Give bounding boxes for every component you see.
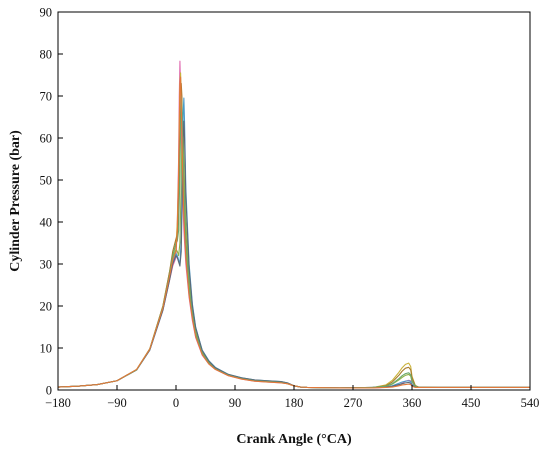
series-line-5	[58, 97, 530, 389]
y-tick-label: 20	[40, 300, 53, 314]
y-tick-label: 30	[40, 258, 53, 272]
x-tick-label: −180	[45, 396, 71, 410]
x-tick-label: 360	[403, 396, 422, 410]
x-axis-title: Crank Angle (°CA)	[236, 432, 352, 447]
series-line-8	[58, 76, 530, 389]
y-tick-label: 40	[40, 216, 53, 230]
series-line-6	[58, 120, 530, 389]
series-line-1	[58, 60, 530, 389]
series-layer	[58, 60, 530, 389]
x-tick-label: 0	[173, 396, 179, 410]
x-tick-label: 540	[521, 396, 540, 410]
y-tick-label: 10	[40, 342, 53, 356]
y-tick-label: 50	[40, 174, 53, 188]
series-line-4	[58, 112, 530, 389]
y-tick-label: 80	[40, 48, 53, 62]
x-tick-label: 180	[285, 396, 304, 410]
y-tick-label: 90	[40, 6, 53, 20]
x-axis: −180 −90 0 90 180 270 360 450 540	[45, 385, 539, 410]
y-tick-label: 60	[40, 132, 53, 146]
series-line-3	[58, 82, 530, 389]
y-axis: 0 10 20 30 40 50 60 70 80 90	[40, 6, 63, 398]
y-tick-label: 0	[46, 384, 52, 398]
x-tick-label: −90	[107, 396, 127, 410]
y-tick-label: 70	[40, 90, 53, 104]
y-axis-title: Cylinder Pressure (bar)	[8, 130, 23, 272]
series-line-2	[58, 72, 530, 389]
series-line-7	[58, 95, 530, 389]
plot-frame	[57, 11, 531, 391]
x-tick-label: 450	[462, 396, 481, 410]
x-tick-label: 90	[229, 396, 242, 410]
x-tick-label: 270	[344, 396, 363, 410]
